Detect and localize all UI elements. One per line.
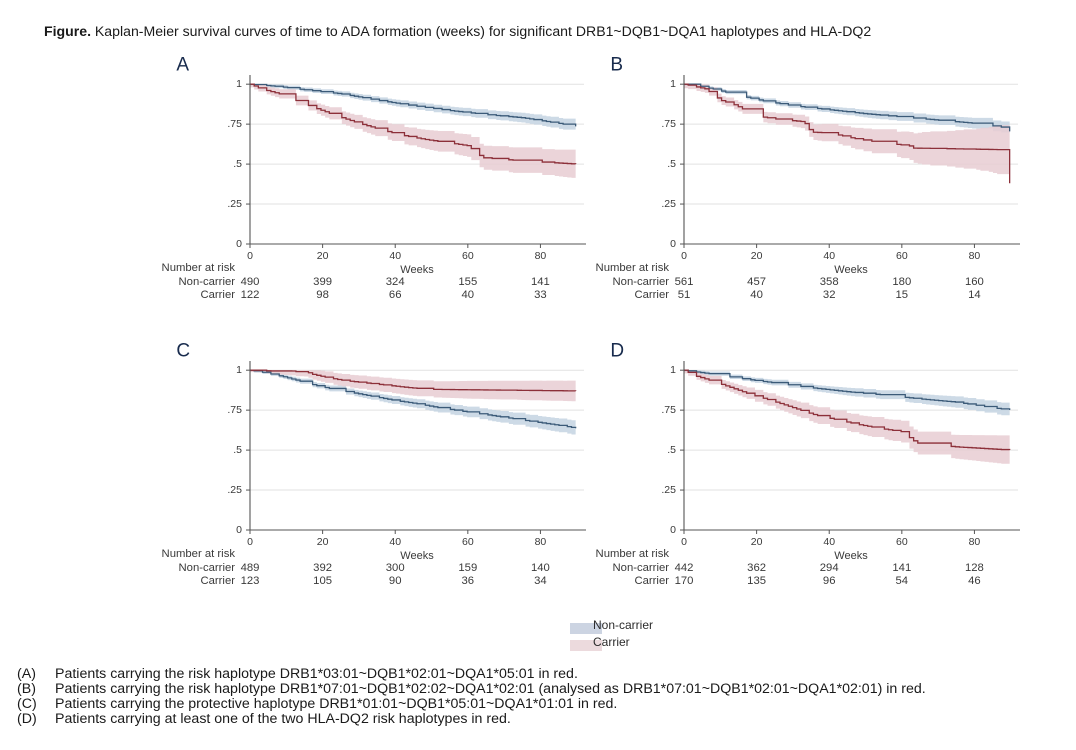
svg-text:C: C [176,341,190,362]
svg-text:20: 20 [317,250,329,262]
svg-text:60: 60 [462,250,474,262]
svg-text:80: 80 [535,536,547,548]
svg-text:0: 0 [236,524,242,536]
svg-text:.5: .5 [233,444,242,456]
svg-text:0: 0 [681,250,687,262]
svg-text:0: 0 [247,250,253,262]
svg-text:.75: .75 [227,118,242,130]
svg-text:.5: .5 [233,158,242,170]
svg-text:.75: .75 [661,404,676,416]
svg-text:A: A [176,55,189,76]
svg-text:1: 1 [236,364,242,376]
svg-text:40: 40 [389,536,401,548]
svg-text:Weeks: Weeks [400,550,434,562]
svg-text:B: B [610,55,623,76]
svg-text:Weeks: Weeks [400,264,434,276]
svg-text:60: 60 [462,536,474,548]
svg-text:40: 40 [389,250,401,262]
svg-text:60: 60 [896,536,908,548]
svg-text:.5: .5 [667,158,676,170]
svg-text:80: 80 [969,250,981,262]
svg-text:Weeks: Weeks [834,264,868,276]
svg-text:80: 80 [535,250,547,262]
svg-text:.75: .75 [661,118,676,130]
svg-text:.25: .25 [227,198,242,210]
svg-text:1: 1 [670,78,676,90]
svg-text:0: 0 [670,238,676,250]
svg-text:20: 20 [317,536,329,548]
svg-text:60: 60 [896,250,908,262]
svg-text:.25: .25 [661,198,676,210]
svg-text:20: 20 [751,536,763,548]
svg-text:.75: .75 [227,404,242,416]
svg-text:.5: .5 [667,444,676,456]
svg-text:40: 40 [823,250,835,262]
svg-text:0: 0 [247,536,253,548]
svg-text:0: 0 [670,524,676,536]
svg-text:Weeks: Weeks [834,550,868,562]
svg-text:20: 20 [751,250,763,262]
svg-text:D: D [610,341,624,362]
svg-text:.25: .25 [227,484,242,496]
svg-text:40: 40 [823,536,835,548]
svg-text:1: 1 [236,78,242,90]
svg-text:80: 80 [969,536,981,548]
svg-text:0: 0 [236,238,242,250]
svg-text:0: 0 [681,536,687,548]
svg-text:1: 1 [670,364,676,376]
svg-text:.25: .25 [661,484,676,496]
